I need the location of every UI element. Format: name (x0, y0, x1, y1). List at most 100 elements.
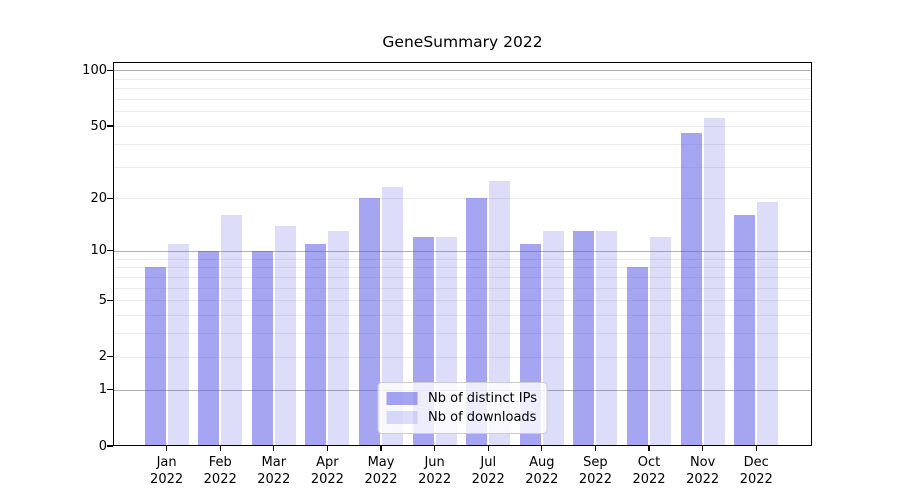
bar-dec-ips (734, 215, 756, 446)
legend-item: Nb of downloads (386, 408, 537, 427)
gridline-minor (113, 166, 812, 168)
x-tick (380, 446, 382, 451)
bar-nov-downloads (703, 118, 725, 446)
x-tick-label: Feb 2022 (188, 455, 252, 488)
y-tick-label: 50 (90, 118, 107, 134)
legend-swatch (386, 411, 418, 424)
x-tick-label: Nov 2022 (671, 455, 735, 488)
x-tick-month: Nov (689, 455, 716, 470)
gridline-minor (113, 300, 812, 302)
bar-dec-downloads (757, 202, 779, 446)
x-tick (219, 446, 221, 451)
y-tick (107, 69, 113, 71)
bar-sep-downloads (596, 231, 618, 446)
x-tick-month: Jul (480, 455, 497, 470)
bar-nov-ips (680, 132, 702, 446)
bar-jan-ips (144, 267, 166, 446)
gridline-minor (113, 287, 812, 289)
x-tick-month: Feb (208, 455, 232, 470)
x-tick-label: Jan 2022 (135, 455, 199, 488)
gridline-minor (113, 111, 812, 113)
x-tick-label: Apr 2022 (295, 455, 359, 488)
x-tick (541, 446, 543, 451)
x-tick (273, 446, 275, 451)
bar-oct-ips (627, 267, 649, 446)
bar-jan-downloads (167, 243, 189, 446)
x-tick (434, 446, 436, 451)
gridline-major (113, 250, 812, 252)
y-tick (107, 125, 113, 127)
y-tick (107, 388, 113, 391)
x-tick (487, 446, 489, 451)
y-tick-label: 10 (90, 243, 107, 259)
gridline-minor (113, 267, 812, 269)
x-tick-month: Mar (261, 455, 287, 470)
bar-apr-downloads (328, 231, 350, 446)
bar-oct-downloads (650, 237, 672, 446)
x-tick (755, 446, 757, 451)
bar-mar-ips (251, 250, 273, 446)
bar-aug-downloads (542, 231, 564, 446)
gridline-minor (113, 126, 812, 128)
gridline-minor (113, 198, 812, 200)
x-tick-month: Apr (316, 455, 339, 470)
legend-label: Nb of downloads (428, 410, 537, 425)
y-tick-label: 20 (90, 190, 107, 206)
y-tick (107, 250, 113, 252)
gridline-minor (113, 78, 812, 80)
gridline-minor (113, 315, 812, 317)
bar-may-downloads (382, 187, 404, 446)
gridline-minor (113, 143, 812, 145)
x-tick-month: Jan (156, 455, 177, 470)
x-tick-label: Dec 2022 (724, 455, 788, 488)
x-tick-year: 2022 (150, 471, 184, 487)
x-tick-month: Sep (583, 455, 608, 470)
x-tick-label: May 2022 (349, 455, 413, 488)
bar-may-ips (359, 198, 381, 446)
x-tick-year: 2022 (525, 471, 559, 487)
y-tick-label: 1 (98, 382, 107, 398)
gridline-minor (113, 356, 812, 358)
x-tick-year: 2022 (471, 471, 505, 487)
x-tick-month: Aug (529, 455, 555, 470)
x-tick (166, 446, 168, 451)
x-tick-label: Oct 2022 (617, 455, 681, 488)
bar-jul-downloads (489, 180, 511, 446)
y-tick-label: 2 (98, 349, 107, 365)
x-tick-year: 2022 (739, 471, 773, 487)
x-tick (702, 446, 704, 451)
bar-mar-downloads (274, 225, 296, 446)
x-tick-label: Jun 2022 (403, 455, 467, 488)
x-tick (594, 446, 597, 451)
legend-label: Nb of distinct IPs (428, 391, 537, 406)
bar-feb-ips (198, 250, 220, 446)
y-tick-label: 100 (82, 62, 107, 78)
gridline-minor (113, 258, 812, 260)
x-tick-year: 2022 (203, 471, 237, 487)
y-tick-label: 5 (98, 292, 107, 308)
x-tick-month: Jun (424, 455, 445, 470)
gridline-minor (113, 88, 812, 90)
bar-apr-ips (305, 243, 327, 446)
y-tick-label: 0 (98, 438, 107, 454)
x-tick-year: 2022 (310, 471, 344, 487)
x-tick-month: May (367, 455, 395, 470)
legend-item: Nb of distinct IPs (386, 389, 537, 408)
gridline-minor (113, 276, 812, 278)
x-tick-month: Oct (637, 455, 661, 470)
plot-area: 0 1 2 5 10 20 50 100 Jan 2022 Feb 2022 Mar 2022 Apr 20… (82, 62, 812, 487)
x-tick-year: 2022 (686, 471, 720, 487)
x-tick-year: 2022 (578, 471, 612, 487)
bar-feb-downloads (221, 215, 243, 446)
x-tick (648, 446, 650, 451)
legend-swatch (386, 392, 418, 405)
y-tick (107, 197, 113, 199)
legend: Nb of distinct IPs Nb of downloads (377, 382, 548, 434)
x-tick-year: 2022 (418, 471, 452, 487)
bar-sep-ips (573, 231, 595, 446)
x-tick-label: Mar 2022 (242, 455, 306, 488)
y-tick (107, 445, 113, 447)
y-tick (107, 355, 113, 358)
y-tick (107, 299, 113, 301)
